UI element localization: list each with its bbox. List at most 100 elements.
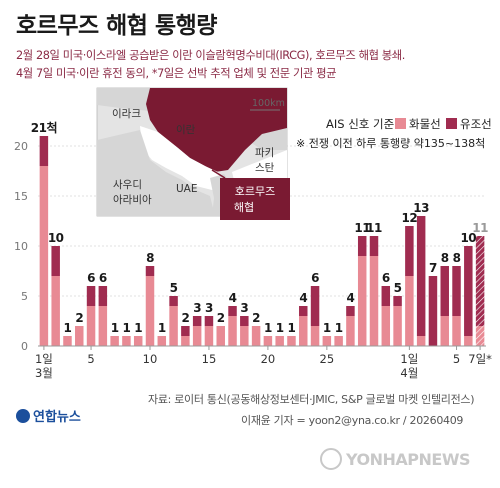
map-land-arabia [97, 130, 215, 216]
bar-cargo-3/6 [98, 306, 108, 346]
bar-cargo-3/15 [204, 326, 214, 346]
bar-tanker-3/27 [346, 306, 355, 316]
bar-tanker-3/31 [393, 296, 402, 306]
x-tick-label: 25 [320, 352, 335, 366]
value-label-3/4: 2 [75, 311, 83, 325]
x-tick-label: 10 [143, 352, 158, 366]
x-tick-label: 4월 [400, 366, 418, 380]
legend: AIS 신호 기준 화물선 유조선 ※ 전쟁 이전 하루 통행량 약135~13… [296, 117, 492, 150]
map-label-iraq: 이라크 [112, 108, 141, 120]
value-label-3/25: 1 [323, 321, 331, 335]
x-tick-label: 1일 [400, 352, 418, 366]
value-label-4/5: 8 [453, 251, 461, 265]
bar-cargo-3/31 [393, 306, 402, 346]
legend-tanker-swatch [446, 118, 457, 129]
yonhap-logo-icon [16, 408, 30, 423]
legend-cargo-swatch [395, 118, 406, 129]
bar-tanker-3/1 [39, 136, 49, 166]
bar-cargo-3/9 [133, 336, 143, 346]
bar-cargo-3/27 [346, 316, 355, 346]
x-tick-label: 15 [202, 352, 217, 366]
bar-cargo-3/13 [181, 336, 190, 346]
map-label-saudi-2: 아라비아 [113, 194, 152, 206]
bar-tanker-3/6 [98, 286, 108, 306]
subtitle-line-2: 4월 7일 미국·이란 휴전 동의, *7일은 선박 추적 업체 및 전문 기관… [16, 67, 337, 80]
bar-cargo-3/30 [381, 306, 391, 346]
bar-tanker-3/14 [192, 316, 202, 326]
value-label-3/10: 8 [146, 251, 154, 265]
x-tick-label: 1일 [35, 352, 53, 366]
bar-cargo-3/28 [357, 256, 367, 346]
bar-cargo-3/23 [299, 316, 308, 346]
map-hormuz-pointer [211, 169, 226, 179]
bar-tanker-3/28 [357, 236, 367, 256]
value-label-4/3: 7 [429, 261, 437, 275]
bar-cargo-4/6 [464, 336, 473, 346]
value-label-3/15: 3 [205, 301, 213, 315]
bar-cargo-4/1 [405, 276, 414, 346]
bar-tanker-3/15 [204, 316, 214, 326]
y-tick-label: 0 [21, 340, 28, 353]
map-inset: 호르무즈 해협 이라크 이란 사우디 아라비아 UAE 파키 스탄 100km [96, 87, 290, 220]
x-tick-label: 5 [453, 352, 460, 366]
x-tick-label: 5 [87, 352, 94, 366]
bar-tanker-3/12 [169, 296, 178, 306]
map-label-pakistan-1: 파키 [255, 147, 274, 159]
bar-cargo-3/20 [263, 336, 273, 346]
bar-cargo-3/25 [322, 336, 332, 346]
map-label-hormuz-1: 호르무즈 [235, 185, 275, 198]
bar-tanker-3/30 [381, 286, 391, 306]
map-label-uae: UAE [176, 183, 198, 195]
y-tick-label: 10 [14, 240, 28, 253]
bar-cargo-3/26 [334, 336, 343, 346]
value-label-3/9: 1 [134, 321, 142, 335]
map-hormuz-callout [220, 178, 290, 220]
yonhap-logo-text: 연합뉴스 [33, 410, 81, 425]
bar-cargo-4/7* [475, 326, 485, 346]
bar-cargo-3/22 [287, 336, 296, 346]
value-label-3/18: 3 [240, 301, 248, 315]
value-label-3/30: 6 [382, 271, 390, 285]
value-label-3/8: 1 [122, 321, 130, 335]
bar-tanker-3/24 [310, 286, 320, 326]
watermark-text: YONHAPNEWS [346, 449, 471, 469]
watermark: YONHAPNEWS [320, 448, 471, 470]
value-label-3/16: 2 [217, 311, 225, 325]
x-tick-label: 7일* [468, 352, 492, 366]
yonhap-logo: 연합뉴스 [16, 406, 81, 425]
value-label-3/22: 1 [288, 321, 296, 335]
bar-tanker-3/29 [369, 236, 379, 256]
credit-note: 이재윤 기자 = yoon2@yna.co.kr / 20260409 [241, 414, 464, 427]
value-label-3/20: 1 [264, 321, 272, 335]
value-label-3/26: 1 [335, 321, 343, 335]
value-label-4/7*: 11 [472, 221, 488, 235]
value-label-3/1: 21척 [31, 120, 57, 135]
value-label-3/17: 4 [229, 291, 237, 305]
bar-tanker-4/4 [440, 266, 449, 316]
value-label-3/12: 5 [170, 281, 178, 295]
bar-tanker-4/1 [405, 226, 414, 276]
bar-tanker-4/5 [452, 266, 461, 316]
value-label-3/5: 6 [87, 271, 95, 285]
bar-tanker-3/18 [240, 316, 249, 326]
x-tick-label: 20 [261, 352, 276, 366]
map-scale-label: 100km [252, 98, 285, 109]
bar-cargo-3/5 [86, 306, 96, 346]
bar-tanker-4/6 [464, 246, 473, 336]
bar-cargo-3/18 [240, 326, 249, 346]
bar-cargo-3/4 [75, 326, 84, 346]
bar-cargo-3/29 [369, 256, 379, 346]
bar-cargo-3/3 [63, 336, 72, 346]
value-label-3/27: 4 [346, 291, 354, 305]
bar-tanker-3/5 [86, 286, 96, 306]
value-label-3/24: 6 [311, 271, 319, 285]
map-iran-shape [146, 88, 287, 172]
legend-tanker-label: 유조선 [460, 117, 492, 131]
source-note: 자료: 로이터 통신(공동해상정보센터·JMIC, S&P 글로벌 마켓 인텔리… [148, 393, 475, 406]
value-label-3/13: 2 [181, 311, 189, 325]
value-label-3/14: 3 [193, 301, 201, 315]
bar-tanker-3/2 [51, 246, 60, 276]
value-label-3/29: 11 [366, 221, 382, 235]
value-label-3/28: 11 [354, 221, 370, 235]
